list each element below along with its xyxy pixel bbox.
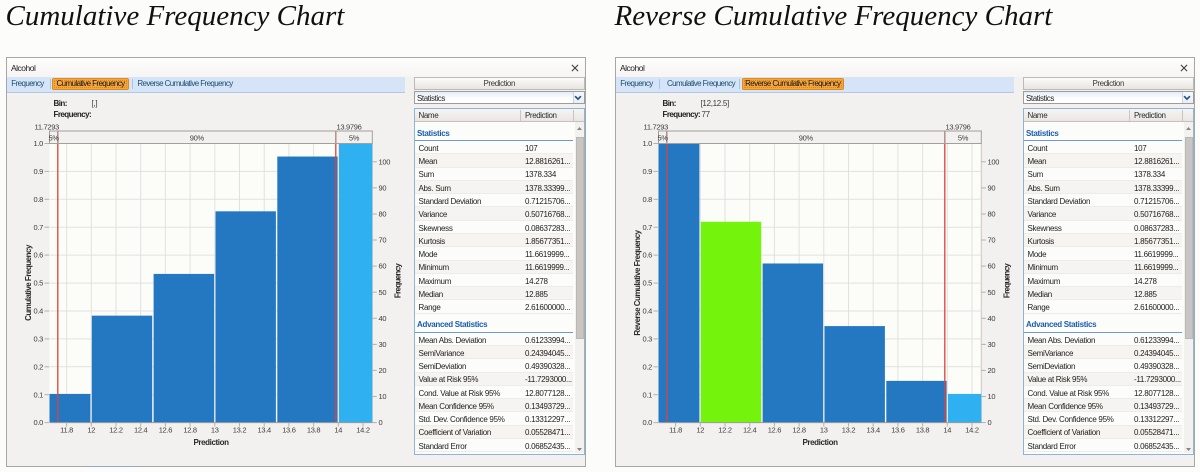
svg-text:13.8: 13.8 <box>916 426 930 435</box>
svg-text:1.0: 1.0 <box>33 139 43 148</box>
svg-text:0: 0 <box>379 418 383 427</box>
svg-text:13.2: 13.2 <box>842 426 856 435</box>
svg-text:0.0: 0.0 <box>642 418 652 427</box>
svg-text:11.7293: 11.7293 <box>35 123 60 132</box>
svg-text:0.1: 0.1 <box>642 390 652 399</box>
svg-text:60: 60 <box>988 262 996 271</box>
svg-text:80: 80 <box>988 210 996 219</box>
svg-text:0.3: 0.3 <box>33 335 43 344</box>
svg-text:1.0: 1.0 <box>642 139 652 148</box>
svg-text:12.4: 12.4 <box>134 426 148 435</box>
svg-text:12: 12 <box>696 426 704 435</box>
svg-text:0.3: 0.3 <box>642 335 652 344</box>
svg-text:0.9: 0.9 <box>642 167 652 176</box>
svg-text:5%: 5% <box>958 133 969 142</box>
svg-text:0.8: 0.8 <box>33 195 43 204</box>
svg-text:50: 50 <box>379 288 387 297</box>
svg-text:12.4: 12.4 <box>743 426 757 435</box>
svg-text:13.2: 13.2 <box>233 426 247 435</box>
svg-text:0.8: 0.8 <box>642 195 652 204</box>
svg-text:Prediction: Prediction <box>193 438 229 447</box>
svg-text:0: 0 <box>988 418 992 427</box>
svg-text:10: 10 <box>988 392 996 401</box>
svg-text:0.2: 0.2 <box>642 362 652 371</box>
svg-text:13: 13 <box>211 426 219 435</box>
svg-text:100: 100 <box>988 157 1000 166</box>
svg-text:12.8: 12.8 <box>183 426 197 435</box>
svg-text:12.6: 12.6 <box>768 426 782 435</box>
svg-text:20: 20 <box>379 366 387 375</box>
svg-text:Frequency: Frequency <box>394 263 403 298</box>
svg-text:14.2: 14.2 <box>965 426 979 435</box>
svg-text:Cumulative Frequency: Cumulative Frequency <box>24 244 33 321</box>
svg-text:0.7: 0.7 <box>33 223 43 232</box>
svg-text:80: 80 <box>379 210 387 219</box>
svg-text:70: 70 <box>379 236 387 245</box>
svg-text:14: 14 <box>334 426 342 435</box>
svg-text:13: 13 <box>820 426 828 435</box>
svg-text:Reverse Cumulative Frequency: Reverse Cumulative Frequency <box>633 229 642 335</box>
svg-text:90%: 90% <box>799 133 814 142</box>
svg-text:100: 100 <box>379 157 391 166</box>
svg-text:30: 30 <box>988 340 996 349</box>
svg-text:13.9796: 13.9796 <box>337 123 362 132</box>
svg-text:0.4: 0.4 <box>33 307 43 316</box>
svg-text:20: 20 <box>988 366 996 375</box>
svg-text:13.9796: 13.9796 <box>946 123 971 132</box>
svg-text:40: 40 <box>379 314 387 323</box>
svg-text:0.5: 0.5 <box>33 279 43 288</box>
svg-text:13.6: 13.6 <box>891 426 905 435</box>
svg-text:90: 90 <box>379 184 387 193</box>
svg-text:0.1: 0.1 <box>33 390 43 399</box>
svg-text:13.6: 13.6 <box>282 426 296 435</box>
svg-text:11.7293: 11.7293 <box>644 123 669 132</box>
svg-text:0.6: 0.6 <box>33 251 43 260</box>
svg-text:5%: 5% <box>657 133 668 142</box>
svg-text:90: 90 <box>988 184 996 193</box>
svg-text:0.5: 0.5 <box>642 279 652 288</box>
svg-text:0.4: 0.4 <box>642 307 652 316</box>
svg-text:40: 40 <box>988 314 996 323</box>
svg-text:11.8: 11.8 <box>60 426 73 435</box>
svg-text:12: 12 <box>87 426 95 435</box>
svg-text:0.7: 0.7 <box>642 223 652 232</box>
svg-text:5%: 5% <box>349 133 360 142</box>
svg-text:14: 14 <box>943 426 951 435</box>
svg-text:10: 10 <box>379 392 387 401</box>
svg-text:50: 50 <box>988 288 996 297</box>
svg-text:90%: 90% <box>190 133 205 142</box>
svg-text:0.2: 0.2 <box>33 362 43 371</box>
svg-text:13.8: 13.8 <box>307 426 321 435</box>
svg-text:0.6: 0.6 <box>642 251 652 260</box>
svg-text:60: 60 <box>379 262 387 271</box>
svg-text:70: 70 <box>988 236 996 245</box>
svg-text:14.2: 14.2 <box>356 426 370 435</box>
svg-text:Prediction: Prediction <box>802 438 838 447</box>
svg-text:12.2: 12.2 <box>109 426 123 435</box>
svg-text:30: 30 <box>379 340 387 349</box>
svg-text:12.6: 12.6 <box>159 426 173 435</box>
svg-text:11.8: 11.8 <box>669 426 682 435</box>
svg-text:12.8: 12.8 <box>792 426 806 435</box>
svg-text:13.4: 13.4 <box>866 426 880 435</box>
svg-text:5%: 5% <box>48 133 59 142</box>
svg-text:13.4: 13.4 <box>257 426 271 435</box>
svg-text:0.9: 0.9 <box>33 167 43 176</box>
svg-text:Frequency: Frequency <box>1003 263 1012 298</box>
svg-text:0.0: 0.0 <box>33 418 43 427</box>
svg-text:12.2: 12.2 <box>718 426 732 435</box>
